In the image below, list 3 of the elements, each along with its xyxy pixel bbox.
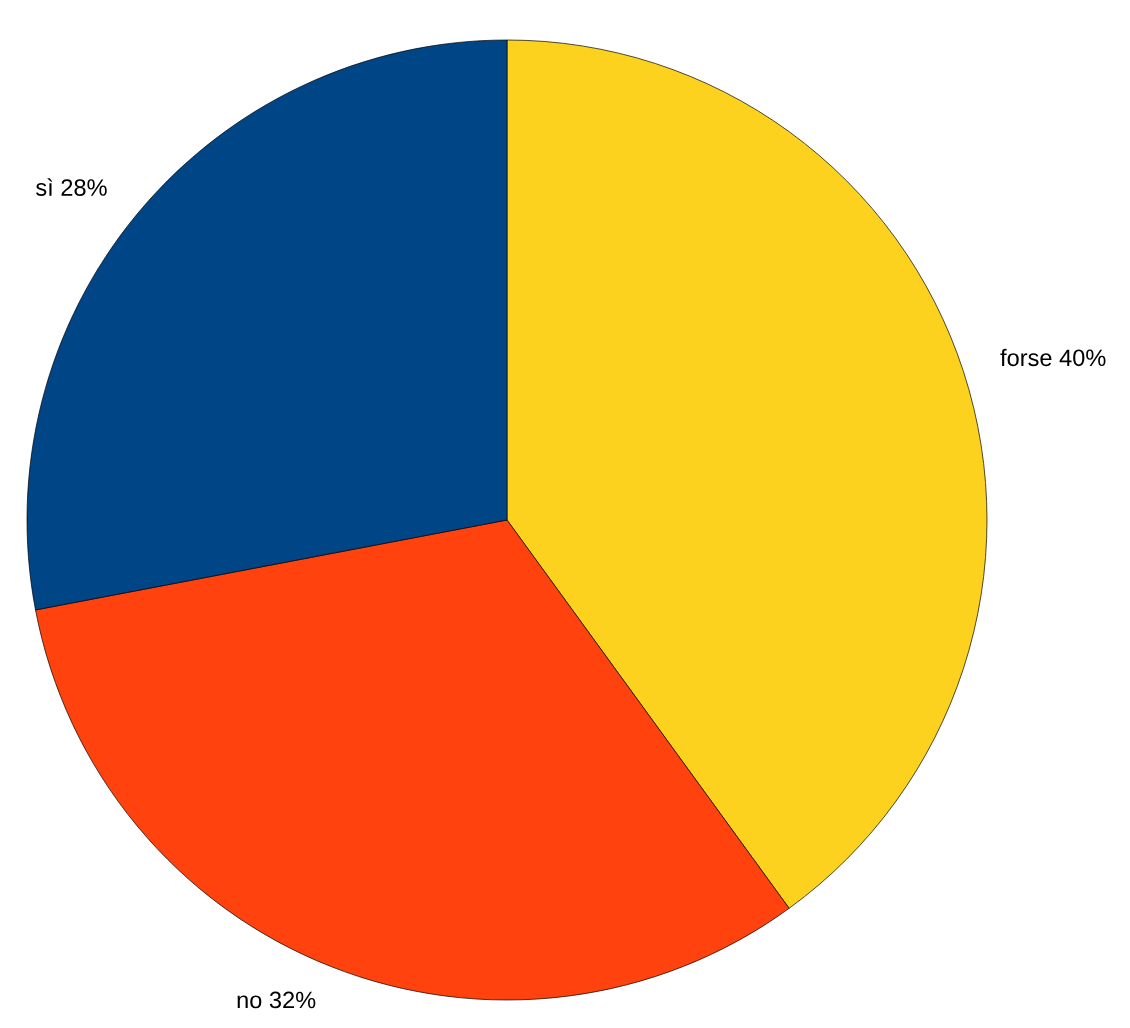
slice-label: no 32% (237, 991, 316, 1009)
slice-label: forse 40% (1000, 348, 1106, 367)
slice-label: sì 28% (36, 178, 107, 196)
